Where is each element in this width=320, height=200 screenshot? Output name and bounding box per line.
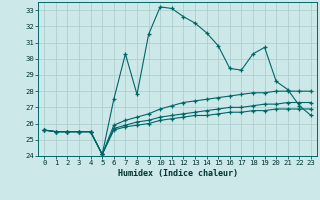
X-axis label: Humidex (Indice chaleur): Humidex (Indice chaleur)	[118, 169, 238, 178]
